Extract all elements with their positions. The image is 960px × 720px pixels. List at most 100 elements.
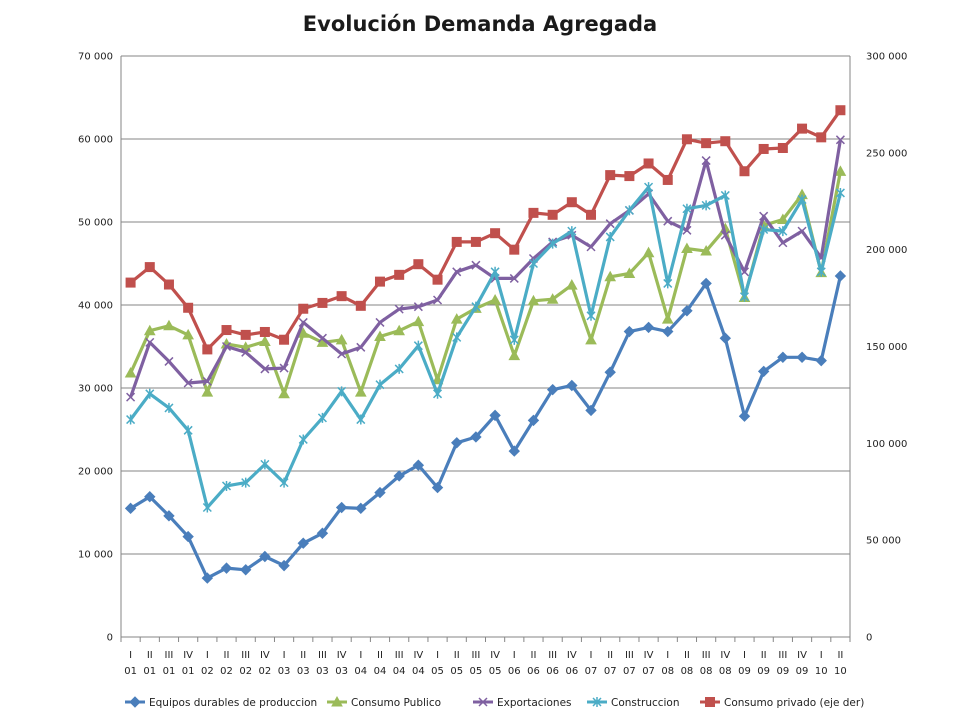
data-point: [797, 123, 808, 134]
data-point: [221, 325, 232, 336]
data-point: [642, 246, 655, 258]
x-tick-label-year: 09: [776, 666, 789, 677]
data-point: [241, 347, 251, 357]
data-point: [126, 414, 136, 425]
data-point: [393, 470, 405, 482]
data-point: [432, 274, 443, 285]
legend-marker: [129, 696, 141, 708]
x-tick-label-quarter: II: [607, 650, 613, 661]
data-point: [528, 258, 538, 269]
data-point: [509, 273, 519, 283]
data-point: [777, 351, 789, 363]
data-point: [163, 319, 175, 331]
x-tick-label-quarter: II: [837, 650, 843, 661]
x-tick-label-quarter: IV: [567, 650, 577, 661]
x-tick-label-quarter: III: [471, 650, 480, 661]
data-point: [720, 230, 730, 240]
data-point: [124, 502, 137, 515]
data-point: [471, 260, 481, 270]
data-point: [758, 143, 769, 154]
data-point: [297, 327, 310, 338]
x-tick-label-year: 04: [374, 666, 387, 677]
data-point: [412, 315, 425, 327]
x-tick-label-year: 07: [585, 666, 598, 677]
x-tick-label-year: 03: [278, 666, 291, 677]
x-tick-label-quarter: II: [300, 650, 306, 661]
data-point: [663, 216, 673, 226]
x-tick-label-quarter: IV: [337, 650, 347, 661]
data-point: [126, 392, 136, 402]
data-point: [509, 244, 520, 255]
x-tick-label-year: 01: [124, 666, 137, 677]
data-point: [297, 537, 309, 549]
data-point: [700, 245, 712, 256]
data-point: [777, 213, 789, 225]
data-point: [490, 228, 501, 239]
x-tick-label-quarter: II: [531, 650, 537, 661]
data-point: [145, 337, 155, 347]
y-right-tick-label: 200 000: [866, 245, 907, 256]
data-point: [777, 142, 788, 153]
data-point: [624, 205, 634, 216]
x-tick-label-quarter: IV: [183, 650, 193, 661]
data-point: [508, 349, 521, 361]
x-tick-label-quarter: IV: [490, 650, 500, 661]
data-point: [124, 367, 137, 378]
x-tick-label-quarter: III: [318, 650, 327, 661]
x-tick-label-year: 08: [661, 666, 674, 677]
y-left-tick-label: 60 000: [78, 135, 113, 146]
x-tick-label-quarter: III: [778, 650, 787, 661]
data-point: [355, 300, 366, 311]
data-point: [662, 174, 673, 185]
x-tick-label-year: 02: [239, 666, 252, 677]
data-point: [605, 231, 615, 242]
x-tick-label-quarter: III: [165, 650, 174, 661]
data-point: [298, 434, 308, 445]
data-point: [202, 502, 212, 513]
data-point: [183, 378, 193, 388]
data-point: [450, 313, 463, 324]
data-point: [547, 209, 558, 220]
x-tick-label-year: 02: [220, 666, 233, 677]
x-tick-label-quarter: I: [206, 650, 209, 661]
data-point: [241, 477, 251, 488]
data-point: [835, 105, 846, 116]
data-point: [164, 356, 174, 366]
data-point: [796, 351, 808, 363]
x-tick-label-year: 04: [393, 666, 406, 677]
x-tick-label-quarter: III: [625, 650, 634, 661]
y-right-tick-label: 150 000: [866, 342, 907, 353]
x-tick-label-year: 05: [489, 666, 502, 677]
y-left-tick-label: 10 000: [78, 550, 113, 561]
data-point: [681, 305, 693, 317]
y-right-tick-label: 50 000: [866, 536, 901, 547]
data-point: [663, 278, 673, 289]
x-tick-label-year: 10: [815, 666, 828, 677]
data-point: [433, 295, 443, 305]
y-left-tick-label: 70 000: [78, 52, 113, 63]
y-left-tick-label: 50 000: [78, 218, 113, 229]
x-tick-label-quarter: III: [241, 650, 250, 661]
data-point: [585, 333, 597, 345]
data-point: [643, 158, 654, 169]
data-point: [183, 302, 194, 313]
data-point: [145, 388, 155, 399]
x-tick-label-quarter: III: [395, 650, 404, 661]
data-point: [662, 325, 674, 338]
x-tick-label-year: 04: [412, 666, 425, 677]
data-point: [433, 388, 443, 399]
data-point: [163, 279, 174, 290]
x-tick-label-year: 05: [450, 666, 463, 677]
x-tick-label-year: 04: [354, 666, 367, 677]
data-point: [374, 330, 386, 342]
x-tick-label-quarter: II: [454, 650, 460, 661]
data-point: [374, 276, 385, 287]
x-tick-label-year: 09: [738, 666, 751, 677]
data-point: [489, 409, 501, 422]
data-point: [720, 136, 731, 147]
data-point: [354, 386, 367, 397]
data-point: [298, 317, 308, 327]
data-point: [567, 226, 577, 237]
x-tick-label-year: 07: [623, 666, 636, 677]
